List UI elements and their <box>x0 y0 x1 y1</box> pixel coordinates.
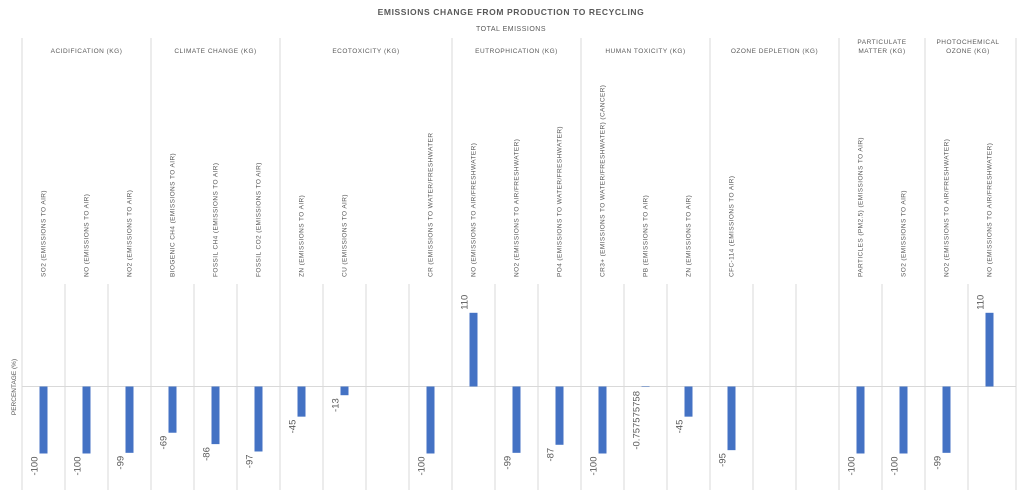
category-label: SO2 (EMISSIONS TO AIR) <box>901 190 908 277</box>
value-label: -100 <box>847 457 858 476</box>
category-label: NO2 (EMISSIONS TO AIR) <box>127 190 134 277</box>
bar <box>125 386 134 453</box>
category-label: NO (EMISSIONS TO AIR) <box>84 194 91 277</box>
value-label: -100 <box>417 457 428 476</box>
bar <box>168 386 177 433</box>
bar <box>899 386 908 454</box>
group-label: ECOTOXICITY (KG) <box>332 48 399 55</box>
value-label: -13 <box>331 398 342 412</box>
category-label: CU (EMISSIONS TO AIR) <box>342 194 349 277</box>
value-label: -0.757575758 <box>632 391 643 450</box>
category-label: FOSSIL CH4 (EMISSIONS TO AIR) <box>213 163 220 277</box>
category-label: ZN (EMISSIONS TO AIR) <box>299 195 306 277</box>
category-label: BIOGENIC CH4 (EMISSIONS TO AIR) <box>170 153 177 277</box>
value-label: -69 <box>159 436 170 450</box>
bar <box>340 386 349 396</box>
bar <box>727 386 736 451</box>
value-label: 110 <box>976 295 987 310</box>
bar <box>469 312 478 387</box>
category-label: CR (EMISSIONS TO WATER/FRESHWATER <box>428 133 435 277</box>
bar <box>254 386 263 452</box>
y-axis-label: PERCENTAGE (%) <box>11 359 18 415</box>
value-label: -100 <box>890 457 901 476</box>
category-label: FOSSIL CO2 (EMISSIONS TO AIR) <box>256 162 263 277</box>
value-label: -86 <box>202 447 213 461</box>
category-label: ZN (EMISSIONS TO AIR) <box>686 195 693 277</box>
value-label: -99 <box>116 456 127 470</box>
bar <box>297 386 306 417</box>
category-label: CR3+ (EMISSIONS TO WATER/FRESHWATER) (CA… <box>600 85 607 277</box>
category-label: SO2 (EMISSIONS TO AIR) <box>41 190 48 277</box>
value-label: -45 <box>288 420 299 434</box>
bar <box>942 386 951 453</box>
value-label: -95 <box>718 453 729 467</box>
bar <box>211 386 220 445</box>
value-label: -97 <box>245 454 256 468</box>
bar <box>426 386 435 454</box>
bar <box>985 312 994 387</box>
group-label: ACIDIFICATION (KG) <box>51 48 123 55</box>
bar <box>684 386 693 417</box>
bar <box>856 386 865 454</box>
group-label: OZONE DEPLETION (KG) <box>731 48 818 55</box>
category-label: NO (EMISSIONS TO AIR/FRESHWATER) <box>471 143 478 277</box>
category-label: NO2 (EMISSIONS TO AIR/FRESHWATER) <box>944 139 951 277</box>
value-label: -100 <box>30 457 41 476</box>
plot-area: ACIDIFICATION (KG) SO2 (EMISSIONS TO AIR)… <box>21 38 1017 490</box>
category-label: CFC-114 (EMISSIONS TO AIR) <box>729 176 736 277</box>
category-label: NO (EMISSIONS TO AIR/FRESHWATER) <box>987 143 994 277</box>
bar <box>555 386 564 445</box>
group-label: CLIMATE CHANGE (KG) <box>174 48 256 55</box>
value-label: -45 <box>675 420 686 434</box>
chart-title: EMISSIONS CHANGE FROM PRODUCTION TO RECY… <box>378 7 645 17</box>
bar <box>39 386 48 454</box>
value-label: -87 <box>546 448 557 462</box>
group-label: EUTROPHICATION (KG) <box>475 48 558 55</box>
bar <box>641 386 650 388</box>
category-label: PB (EMISSIONS TO AIR) <box>643 195 650 277</box>
bar <box>512 386 521 453</box>
chart-subtitle: TOTAL EMISSIONS <box>476 26 546 33</box>
bar <box>598 386 607 454</box>
value-label: -99 <box>503 456 514 470</box>
value-label: 110 <box>460 295 471 310</box>
category-label: PO4 (EMISSIONS TO WATER/FRESHWATER) <box>557 126 564 277</box>
value-label: -100 <box>73 457 84 476</box>
group-label: PHOTOCHEMICAL OZONE (KG) <box>936 39 999 55</box>
group-label: PARTICULATE MATTER (KG) <box>857 39 906 55</box>
category-label: NO2 (EMISSIONS TO AIR/FRESHWATER) <box>514 139 521 277</box>
group-label: HUMAN TOXICITY (KG) <box>605 48 685 55</box>
value-label: -99 <box>933 456 944 470</box>
category-label: PARTICLES (PM2.5) (EMISSIONS TO AIR) <box>858 137 865 277</box>
value-label: -100 <box>589 457 600 476</box>
bar <box>82 386 91 454</box>
